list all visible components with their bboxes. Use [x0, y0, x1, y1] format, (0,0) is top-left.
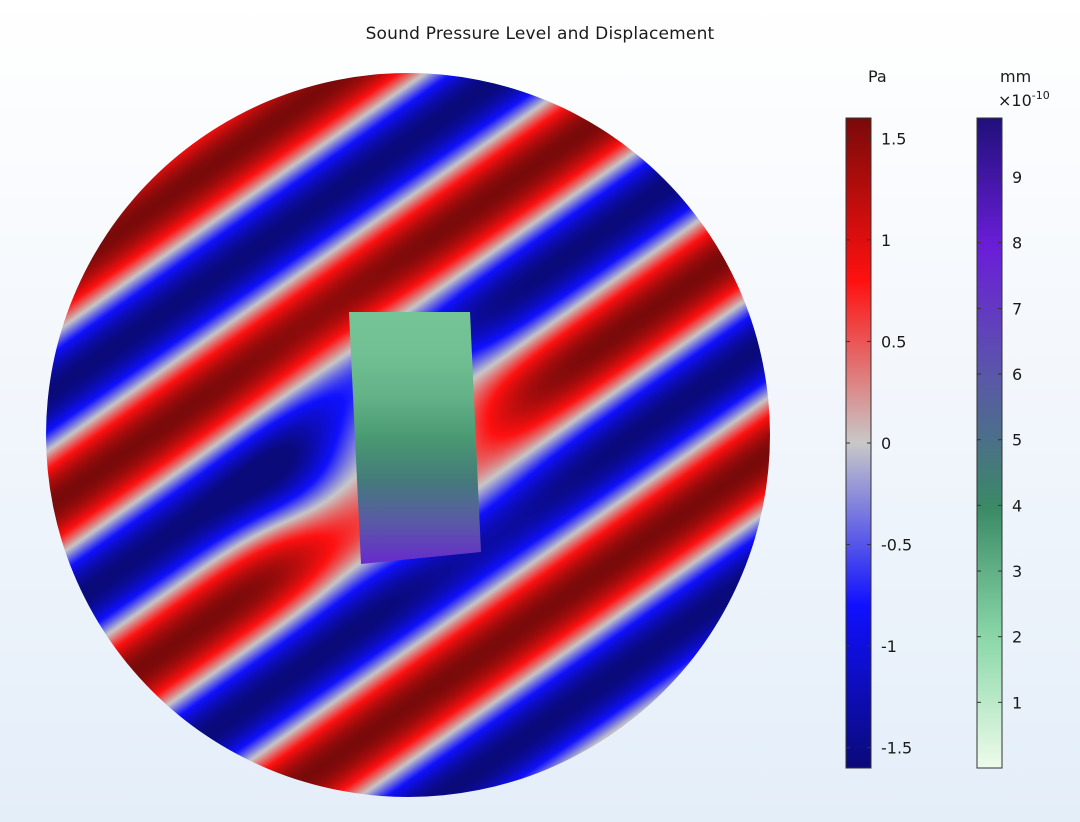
colorbar-tick-label: 9 — [1012, 168, 1022, 187]
pressure-colorbar: Pa 1.5 1 0.5 0 -0.5 -1 -1.5 — [845, 67, 912, 769]
colorbar-tick-label: -1.5 — [881, 739, 912, 758]
colorbar-tick-label: -1 — [881, 637, 897, 656]
colorbar-tick-label: 1 — [1012, 693, 1022, 712]
pressure-colorbar-gradient — [845, 117, 872, 769]
colorbar-tick-label: 7 — [1012, 299, 1022, 318]
displacement-colorbar-gradient — [976, 117, 1003, 769]
displacement-unit-label: mm — [1000, 67, 1031, 86]
colorbar-tick-label: 2 — [1012, 628, 1022, 647]
colorbar-tick-label: 1 — [881, 231, 891, 250]
colorbar-tick-label: 3 — [1012, 562, 1022, 581]
colorbar-tick-label: -0.5 — [881, 536, 912, 555]
colorbar-tick-label: 4 — [1012, 496, 1022, 515]
displacement-multiplier-label: ×10-10 — [998, 89, 1050, 110]
pressure-unit-label: Pa — [868, 67, 887, 86]
colorbar-tick-label: 1.5 — [881, 129, 906, 148]
displacement-colorbar: mm ×10-10 9 8 7 6 5 4 3 2 1 — [976, 67, 1050, 769]
colorbar-tick-label: 0 — [881, 434, 891, 453]
chart-title: Sound Pressure Level and Displacement — [365, 24, 715, 44]
colorbar-tick-label: 8 — [1012, 234, 1022, 253]
structure-displacement — [349, 312, 481, 564]
colorbar-tick-label: 0.5 — [881, 332, 906, 351]
colorbar-tick-label: 5 — [1012, 431, 1022, 450]
colorbar-tick-label: 6 — [1012, 365, 1022, 384]
